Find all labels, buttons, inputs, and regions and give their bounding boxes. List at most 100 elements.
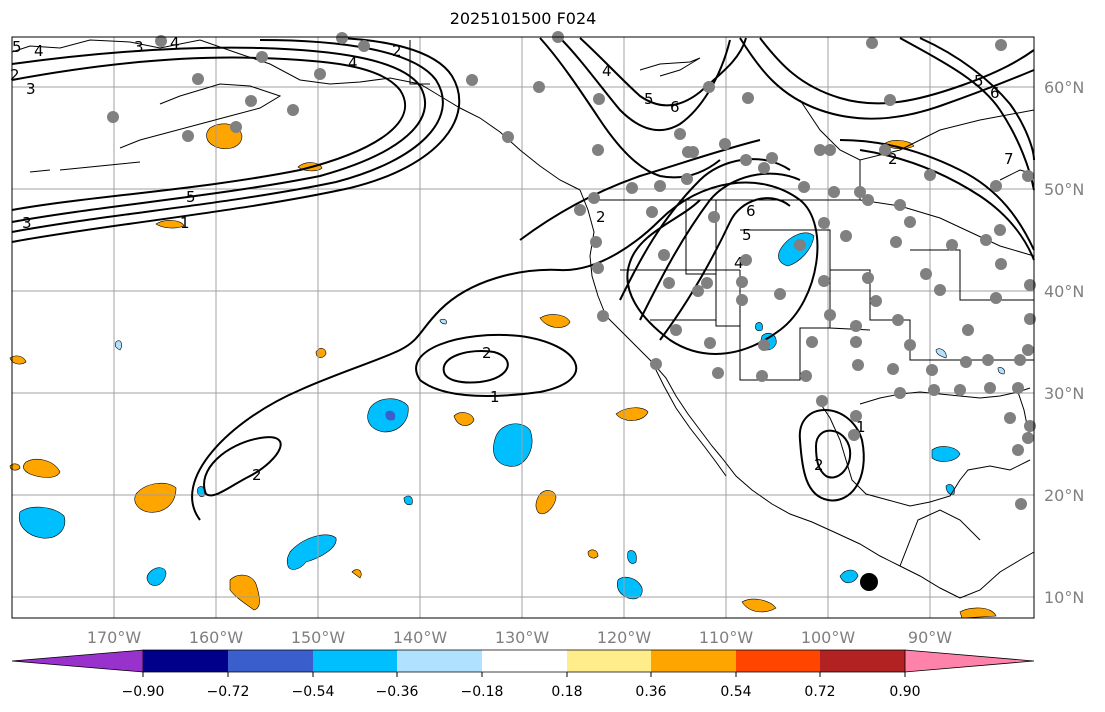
anomaly-patch-blue <box>286 534 337 570</box>
contour-label: 6 <box>670 98 680 116</box>
contour-label: 5 <box>974 72 984 90</box>
contours <box>11 37 1035 521</box>
contour-label: 4 <box>170 34 180 52</box>
anomaly-patch-orange <box>741 598 777 613</box>
colorbar-tick-label: −0.90 <box>122 684 165 700</box>
colorbar-tick-label: −0.36 <box>376 684 419 700</box>
lon-label: 150°W <box>291 628 346 647</box>
anomaly-patch-blue <box>627 550 637 564</box>
colorbar-tick-label: −0.72 <box>207 684 250 700</box>
contour-label: 6 <box>746 202 756 220</box>
anomaly-patch-lightblue <box>439 318 447 325</box>
map-title: 2025101500 F024 <box>449 9 597 28</box>
colorbar-segment <box>820 650 905 672</box>
contour-label: 4 <box>34 42 44 60</box>
anomaly-patch-lightblue <box>935 348 947 359</box>
highlight-marker <box>860 573 878 591</box>
colorbar-tick-label: −0.54 <box>292 684 335 700</box>
contour-label: 1 <box>180 214 190 232</box>
anomaly-patch-orange <box>9 355 27 365</box>
latitude-labels: 60°N 50°N 40°N 30°N 20°N 10°N <box>1044 78 1084 607</box>
colorbar-segment <box>143 650 228 672</box>
contour-label: 7 <box>1004 150 1014 168</box>
anomaly-patch-orange <box>134 482 177 513</box>
colorbar-tick-label: 0.36 <box>635 684 666 700</box>
anomaly-patch-orange <box>587 549 599 559</box>
colorbar-over-arrow <box>904 649 1035 673</box>
colorbar-segment <box>397 650 482 672</box>
colorbar-segment <box>228 650 313 672</box>
lon-label: 160°W <box>189 628 244 647</box>
lon-label: 90°W <box>908 628 952 647</box>
anomaly-patch-orange <box>453 412 475 426</box>
anomaly-patch-blue <box>616 576 643 600</box>
contour-label: 4 <box>602 62 612 80</box>
colorbar-tick-label: 0.54 <box>720 684 751 700</box>
contour-label: 3 <box>26 80 36 98</box>
contour-label: 2 <box>10 66 20 84</box>
colorbar-segment <box>651 650 736 672</box>
anomaly-patch-purple <box>385 410 396 421</box>
anomaly-patch-orange <box>23 459 61 478</box>
anomaly-patch-blue <box>146 567 167 586</box>
lon-label: 100°W <box>801 628 856 647</box>
lon-label: 120°W <box>597 628 652 647</box>
colorbar: −0.90 −0.72 −0.54 −0.36 −0.18 0.18 0.36 … <box>11 649 1035 700</box>
contour-label: 3 <box>22 214 32 232</box>
colorbar-segment <box>736 650 820 672</box>
anomaly-patch-orange <box>539 314 571 328</box>
map-frame <box>11 36 1035 619</box>
lon-label: 110°W <box>699 628 754 647</box>
colorbar-segment <box>313 650 397 672</box>
lat-label: 10°N <box>1044 588 1084 607</box>
contour-label: 6 <box>990 84 1000 102</box>
lat-label: 30°N <box>1044 384 1084 403</box>
colorbar-segment <box>482 650 567 672</box>
anomaly-patch-orange <box>229 574 260 611</box>
anomaly-patch-orange <box>535 490 557 515</box>
colorbar-tick-label: 0.18 <box>551 684 582 700</box>
colorbar-under-arrow <box>11 649 144 673</box>
contour-label: 2 <box>814 456 824 474</box>
contour-labels: 5 4 3 2 4 4 3 6 5 4 3 1 5 6 7 6 5 5 2 4 … <box>10 34 1014 484</box>
contour-label: 2 <box>252 466 262 484</box>
colorbar-tick-label: 0.72 <box>804 684 835 700</box>
lat-label: 40°N <box>1044 282 1084 301</box>
contour-label: 5 <box>12 38 22 56</box>
contour-label: 4 <box>348 54 358 72</box>
anomaly-patch-orange <box>351 569 362 579</box>
anomaly-patch-lightblue <box>114 340 122 351</box>
contour-label: 5 <box>644 90 654 108</box>
contour-label: 4 <box>734 254 744 272</box>
anomaly-patch-orange <box>155 220 185 229</box>
contour-label: 5 <box>742 226 752 244</box>
colorbar-tick-label: 0.90 <box>889 684 920 700</box>
lon-label: 130°W <box>495 628 550 647</box>
contour-label: 2 <box>596 208 606 226</box>
anomaly-patch-lightblue <box>997 367 1005 375</box>
colorbar-segment <box>567 650 651 672</box>
lat-label: 50°N <box>1044 180 1084 199</box>
anomaly-patch-blue <box>931 446 961 462</box>
anomaly-patch-blue <box>755 322 763 332</box>
anomaly-patch-orange <box>959 607 997 619</box>
anomaly-patch-blue <box>403 495 413 506</box>
contour-label: 2 <box>482 344 492 362</box>
contour-label: 5 <box>186 188 196 206</box>
anomaly-patch-blue <box>18 506 66 539</box>
anomaly-patches <box>9 123 1005 619</box>
anomaly-patch-blue <box>197 486 205 497</box>
station-markers <box>107 31 1036 510</box>
lat-label: 20°N <box>1044 486 1084 505</box>
lat-label: 60°N <box>1044 78 1084 97</box>
contour-label: 1 <box>856 418 866 436</box>
lon-label: 140°W <box>393 628 448 647</box>
contour-label: 2 <box>392 42 402 60</box>
contour-label: 1 <box>490 388 500 406</box>
contour-label: 2 <box>888 150 898 168</box>
lon-label: 170°W <box>87 628 142 647</box>
colorbar-tick-label: −0.18 <box>461 684 504 700</box>
longitude-labels: 170°W 160°W 150°W 140°W 130°W 120°W 110°… <box>87 628 952 647</box>
anomaly-patch-blue <box>839 569 859 584</box>
